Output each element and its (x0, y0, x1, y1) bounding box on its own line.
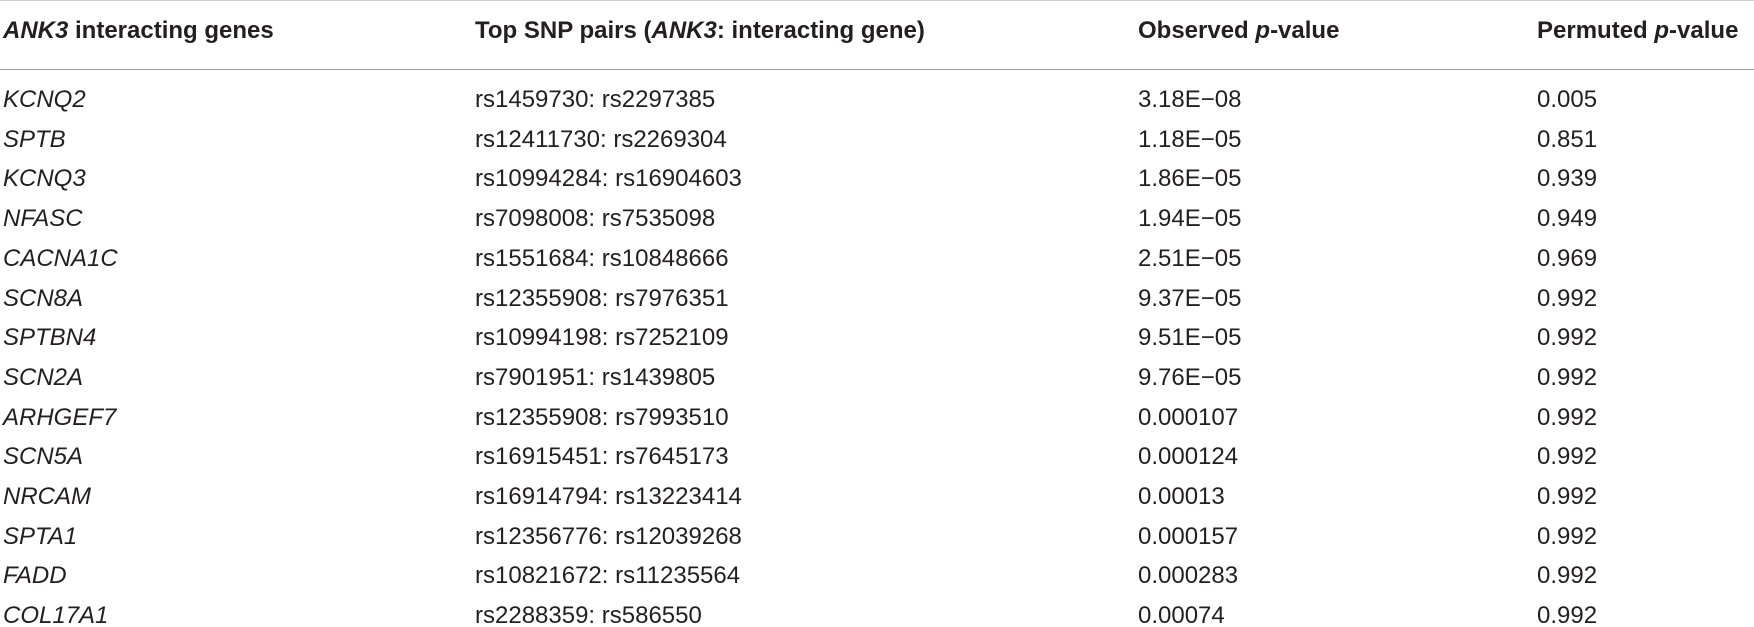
header-text: : interacting gene) (716, 17, 925, 44)
header-cell: ANK3 interacting genes (3, 11, 274, 51)
permuted-p-value: 0.992 (1537, 363, 1598, 391)
snp-pair: rs16914794: rs13223414 (475, 483, 742, 510)
observed-p-value: 0.000124 (1138, 443, 1239, 471)
snp-pair: rs12356776: rs12039268 (475, 522, 742, 550)
snp-pair: rs12411730: rs2269304 (475, 125, 727, 153)
permuted-p-value: 0.992 (1537, 522, 1598, 550)
header-text: Observed (1138, 17, 1256, 44)
snp-pair: rs10994198: rs7252109 (475, 324, 729, 352)
header-text: Permuted (1537, 17, 1655, 44)
observed-p-value: 9.76E−05 (1138, 363, 1242, 391)
observed-p-value: 0.000157 (1138, 522, 1239, 550)
header-text: Top SNP pairs ( (475, 17, 652, 44)
permuted-p-value: 0.992 (1537, 324, 1598, 352)
gene-name: KCNQ2 (3, 86, 86, 113)
snp-pair: rs12355908: rs7993510 (475, 403, 729, 431)
gene-name: SCN8A (3, 284, 84, 312)
top-rule (0, 0, 1754, 1)
observed-p-value: 0.00074 (1138, 602, 1225, 627)
observed-p-value: 3.18E−08 (1138, 86, 1242, 113)
header-text: -value (1669, 17, 1739, 44)
header-text: ANK3 (3, 17, 69, 44)
gene-name: SCN2A (3, 363, 84, 391)
header-text: p (1255, 17, 1271, 44)
permuted-p-value: 0.992 (1537, 602, 1598, 627)
observed-p-value: 1.86E−05 (1138, 165, 1242, 193)
gene-name: KCNQ3 (3, 165, 86, 193)
gene-name: FADD (3, 562, 67, 590)
snp-pair: rs16915451: rs7645173 (475, 443, 729, 471)
observed-p-value: 9.51E−05 (1138, 324, 1242, 352)
header-text: ANK3 (651, 17, 717, 44)
snp-pair: rs1459730: rs2297385 (475, 86, 716, 113)
snp-pair: rs1551684: rs10848666 (475, 244, 729, 272)
header-cell: Permuted p-value (1537, 11, 1738, 51)
permuted-p-value: 0.992 (1537, 284, 1598, 312)
observed-p-value: 9.37E−05 (1138, 284, 1242, 312)
gene-name: COL17A1 (3, 602, 109, 627)
snp-pair: rs2288359: rs586550 (475, 602, 702, 627)
gene-name: CACNA1C (3, 244, 118, 272)
snp-pair: rs10994284: rs16904603 (475, 165, 742, 193)
header-cell: Observed p-value (1138, 11, 1339, 51)
gene-name: ARHGEF7 (3, 403, 117, 431)
observed-p-value: 0.000107 (1138, 403, 1239, 431)
header-text: -value (1270, 17, 1340, 44)
snp-pair: rs7098008: rs7535098 (475, 205, 716, 233)
header-text: p (1654, 17, 1670, 44)
gene-name: NFASC (3, 205, 83, 233)
permuted-p-value: 0.992 (1537, 443, 1598, 471)
gene-name: NRCAM (3, 483, 91, 510)
permuted-p-value: 0.939 (1537, 165, 1598, 193)
gene-name: SCN5A (3, 443, 84, 471)
header-cell: Top SNP pairs (ANK3: interacting gene) (475, 11, 925, 51)
permuted-p-value: 0.992 (1537, 562, 1598, 590)
observed-p-value: 1.94E−05 (1138, 205, 1242, 233)
permuted-p-value: 0.005 (1537, 86, 1598, 113)
observed-p-value: 2.51E−05 (1138, 244, 1242, 272)
permuted-p-value: 0.992 (1537, 403, 1598, 431)
observed-p-value: 0.000283 (1138, 562, 1239, 590)
gene-name: SPTA1 (3, 522, 78, 550)
header-text: interacting genes (68, 17, 274, 44)
observed-p-value: 1.18E−05 (1138, 125, 1242, 153)
snp-pair: rs12355908: rs7976351 (475, 284, 729, 312)
permuted-p-value: 0.949 (1537, 205, 1598, 233)
permuted-p-value: 0.969 (1537, 244, 1598, 272)
observed-p-value: 0.00013 (1138, 483, 1225, 510)
gene-name: SPTB (3, 125, 66, 153)
header-rule (0, 69, 1754, 70)
permuted-p-value: 0.851 (1537, 125, 1598, 153)
snp-pair: rs7901951: rs1439805 (475, 363, 716, 391)
snp-pair: rs10821672: rs11235564 (475, 562, 741, 590)
gene-name: SPTBN4 (3, 324, 97, 352)
permuted-p-value: 0.992 (1537, 483, 1598, 510)
